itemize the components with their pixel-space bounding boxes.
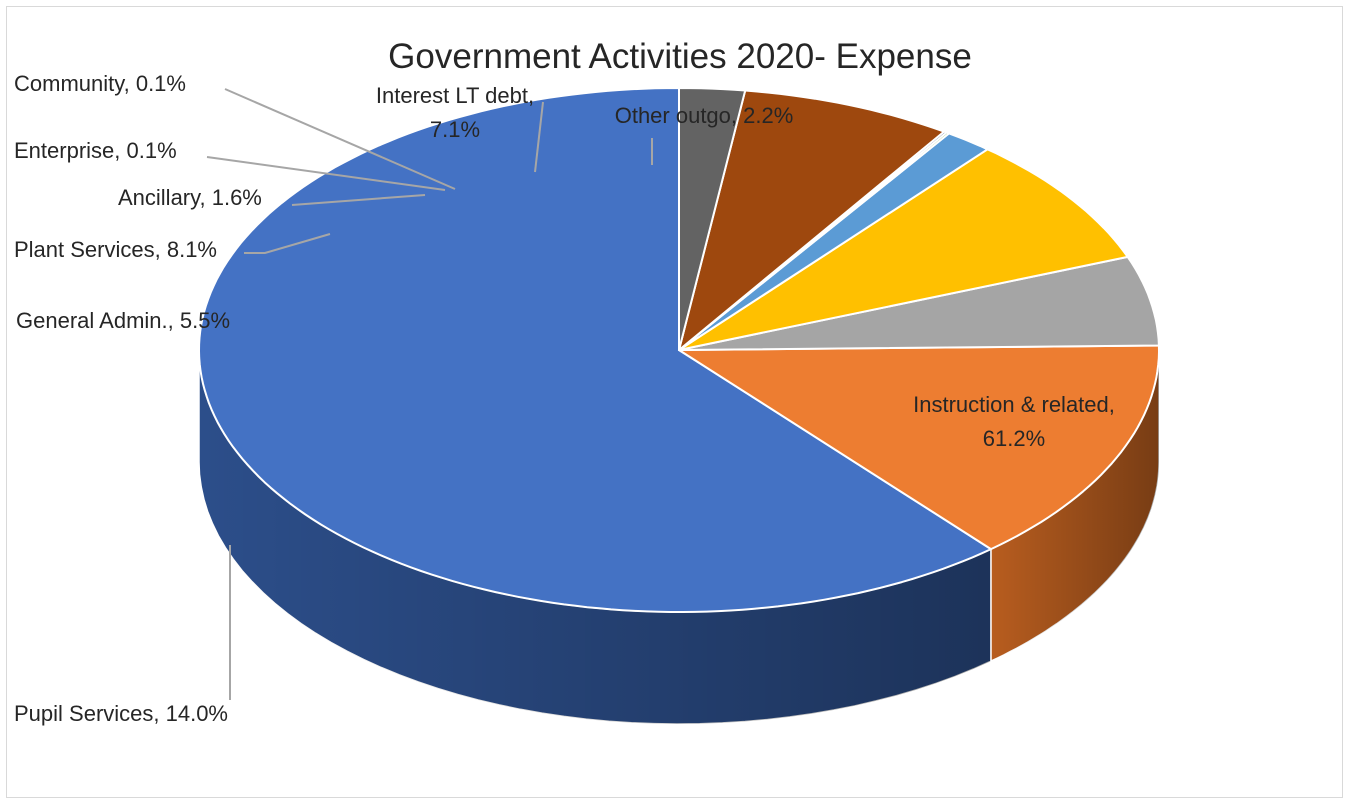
pie-slice-general-admin (678, 255, 1160, 351)
data-label-pupil-services: Pupil Services, 14.0% (14, 701, 228, 726)
data-label-instruction-and-related-line-2: 61.2% (983, 426, 1045, 451)
leader-line-enterprise (206, 156, 446, 191)
data-label-ancillary: Ancillary, 1.6% (118, 185, 262, 210)
data-label-other-outgo: Other outgo, 2.2% (615, 103, 794, 128)
data-label-general-admin: General Admin., 5.5% (16, 308, 230, 333)
label-leader-lines (206, 88, 653, 700)
pie-slice-interest-lt-debt (678, 89, 945, 351)
pie-slice-instruction-and-related (198, 87, 992, 613)
pie-slice-plant-services (678, 148, 1129, 351)
data-label-interest-lt-debt-line-2: 7.1% (430, 117, 480, 142)
pie-slice-pupil-services (678, 344, 1160, 551)
data-label-instruction-and-related-line-1: Instruction & related, (913, 392, 1115, 417)
chart-title: Government Activities 2020- Expense (388, 37, 972, 76)
data-label-plant-services: Plant Services, 8.1% (14, 237, 217, 262)
data-label-community: Community, 0.1% (14, 71, 186, 96)
leader-line-ancillary (291, 194, 426, 206)
leader-line-plant-services (244, 233, 331, 254)
side-shade-pupil-services (991, 350, 1159, 662)
data-label-enterprise: Enterprise, 0.1% (14, 138, 177, 163)
leader-line-interest-lt-debt (534, 101, 544, 173)
data-label-interest-lt-debt-line-1: Interest LT debt, (376, 83, 534, 108)
pie-slices (198, 87, 1160, 613)
data-labels: Instruction & related, 61.2% Pupil Service… (14, 71, 1115, 726)
pie-slice-other-outgo (678, 87, 747, 351)
leader-line-community (224, 88, 456, 190)
pie-slice-ancillary (678, 132, 989, 351)
side-shade-instruction-and-related (199, 350, 991, 724)
